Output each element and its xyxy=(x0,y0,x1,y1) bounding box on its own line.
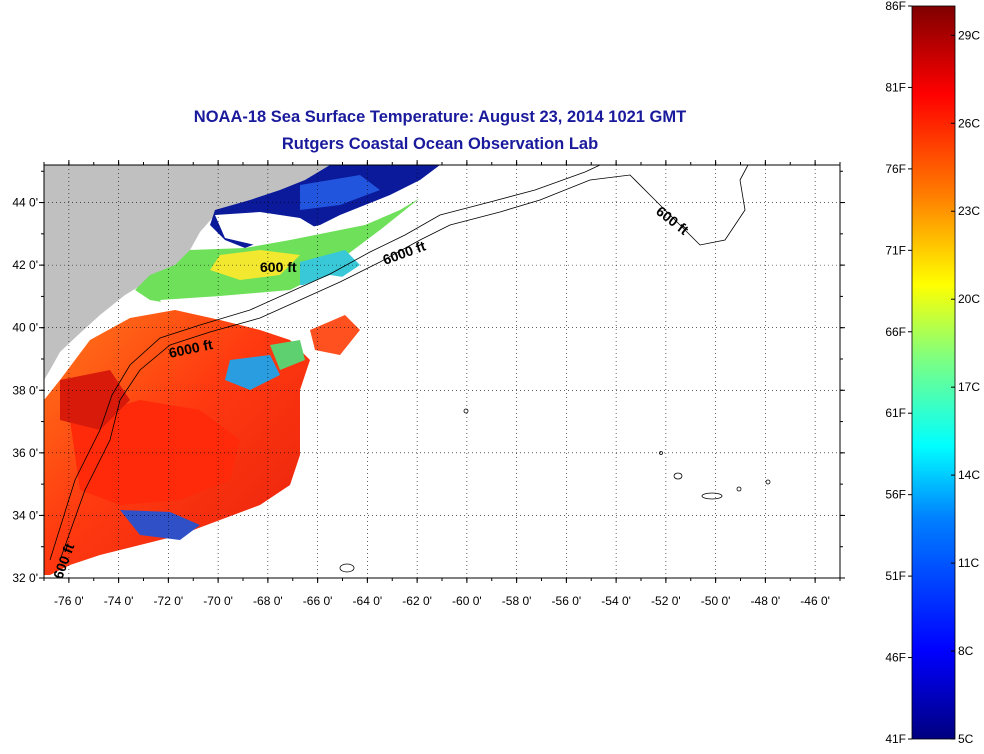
colorbar-celsius-label: 17C xyxy=(958,380,980,394)
lon-tick-label: -74 0' xyxy=(104,594,134,608)
lon-tick-label: -46 0' xyxy=(800,594,830,608)
lon-tick-label: -48 0' xyxy=(751,594,781,608)
lat-tick-label: 42 0' xyxy=(12,258,38,272)
lon-tick-label: -62 0' xyxy=(402,594,432,608)
map-subtitle: Rutgers Coastal Ocean Observation Lab xyxy=(281,135,599,153)
colorbar-celsius-label: 5C xyxy=(958,732,974,746)
contour-label-600ft-gulf: 600 ft xyxy=(260,259,297,275)
map-axes: -76 0' -74 0' -72 0' -70 0' -68 0' -66 0' -64 … xyxy=(12,160,845,608)
colorbar xyxy=(911,5,956,740)
colorbar-fahrenheit-label: 66F xyxy=(885,325,906,339)
lat-tick-label: 34 0' xyxy=(12,508,38,522)
colorbar-celsius-label: 11C xyxy=(958,556,979,570)
lat-tick-label: 38 0' xyxy=(12,383,38,397)
colorbar-ticks: 86F 81F 76F 71F 66F 61F 56F 51F 46F 41F 29C 26C 23C 2… xyxy=(885,0,980,746)
colorbar-fahrenheit-label: 41F xyxy=(885,732,906,746)
colorbar-fahrenheit-label: 81F xyxy=(885,80,906,94)
lat-tick-label: 36 0' xyxy=(12,446,38,460)
lon-tick-label: -70 0' xyxy=(203,594,233,608)
map-plot-area xyxy=(44,165,840,578)
lat-tick-label: 44 0' xyxy=(12,196,38,210)
colorbar-celsius-label: 20C xyxy=(958,292,980,306)
lon-tick-label: -72 0' xyxy=(154,594,184,608)
lon-tick-label: -54 0' xyxy=(601,594,631,608)
lon-tick-label: -68 0' xyxy=(253,594,283,608)
colorbar-celsius-label: 29C xyxy=(958,28,980,42)
lon-tick-label: -56 0' xyxy=(552,594,582,608)
lat-tick-label: 40 0' xyxy=(12,321,38,335)
colorbar-celsius-label: 26C xyxy=(958,116,980,130)
lon-tick-label: -64 0' xyxy=(353,594,383,608)
colorbar-fahrenheit-label: 61F xyxy=(885,406,906,420)
colorbar-celsius-label: 14C xyxy=(958,468,980,482)
colorbar-fahrenheit-label: 86F xyxy=(885,0,906,13)
colorbar-celsius-label: 23C xyxy=(958,204,980,218)
colorbar-celsius-label: 8C xyxy=(958,644,974,658)
lon-tick-label: -60 0' xyxy=(452,594,482,608)
cloud-patch xyxy=(215,212,320,245)
lat-tick-label: 32 0' xyxy=(12,571,38,585)
lon-tick-label: -52 0' xyxy=(651,594,681,608)
colorbar-fahrenheit-label: 51F xyxy=(885,569,906,583)
land-mass xyxy=(44,165,330,380)
lon-tick-label: -58 0' xyxy=(502,594,532,608)
colorbar-fahrenheit-label: 46F xyxy=(885,651,906,665)
colorbar-fahrenheit-label: 56F xyxy=(885,488,906,502)
lon-tick-label: -76 0' xyxy=(54,594,84,608)
lon-tick-label: -66 0' xyxy=(303,594,333,608)
colorbar-fahrenheit-label: 76F xyxy=(885,162,906,176)
island-outlines xyxy=(339,408,771,573)
colorbar-fahrenheit-label: 71F xyxy=(885,243,906,257)
lon-tick-label: -50 0' xyxy=(701,594,731,608)
map-title: NOAA-18 Sea Surface Temperature: August … xyxy=(193,108,687,126)
